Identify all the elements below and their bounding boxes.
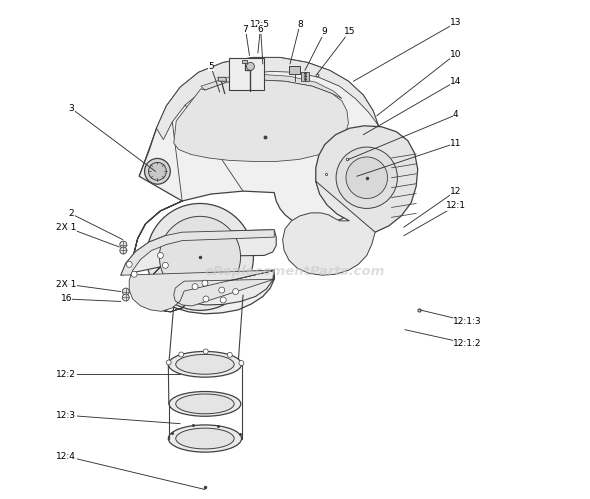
Polygon shape <box>316 126 418 232</box>
Polygon shape <box>201 74 342 99</box>
Text: 9: 9 <box>322 27 327 36</box>
Circle shape <box>336 147 398 209</box>
Text: 13: 13 <box>450 18 461 27</box>
Text: 12:1:2: 12:1:2 <box>453 339 481 348</box>
Circle shape <box>146 204 254 310</box>
Polygon shape <box>121 230 276 312</box>
Circle shape <box>166 360 171 365</box>
Circle shape <box>192 283 198 289</box>
Text: 11: 11 <box>450 139 461 148</box>
Ellipse shape <box>168 425 241 452</box>
Circle shape <box>346 157 388 199</box>
Text: eReplacementParts.com: eReplacementParts.com <box>205 265 385 278</box>
Text: 12:3: 12:3 <box>57 411 76 420</box>
Text: 16: 16 <box>61 294 72 303</box>
Circle shape <box>220 297 226 303</box>
Text: 12:4: 12:4 <box>57 452 76 461</box>
Text: 2X 1: 2X 1 <box>56 223 77 232</box>
Text: 14: 14 <box>450 77 461 86</box>
Circle shape <box>232 288 238 294</box>
Circle shape <box>126 261 132 267</box>
Circle shape <box>159 217 241 297</box>
Circle shape <box>120 247 127 254</box>
Text: 8: 8 <box>297 20 303 29</box>
FancyBboxPatch shape <box>229 58 264 90</box>
Circle shape <box>162 262 168 268</box>
Circle shape <box>158 252 163 258</box>
Polygon shape <box>133 57 382 314</box>
Circle shape <box>227 352 232 357</box>
Polygon shape <box>121 230 274 311</box>
Polygon shape <box>289 66 300 74</box>
Circle shape <box>219 287 225 293</box>
Circle shape <box>149 162 166 180</box>
Text: 12: 12 <box>450 187 461 196</box>
Text: 15: 15 <box>344 27 355 36</box>
Text: 12:1:3: 12:1:3 <box>453 317 481 326</box>
Text: 12:2: 12:2 <box>57 370 76 379</box>
Polygon shape <box>301 72 309 81</box>
Circle shape <box>120 241 127 248</box>
Text: 4: 4 <box>453 110 458 119</box>
Text: 2: 2 <box>68 210 74 219</box>
Polygon shape <box>174 80 349 161</box>
Text: 2X 1: 2X 1 <box>56 279 77 288</box>
Ellipse shape <box>169 392 241 416</box>
Circle shape <box>122 288 129 295</box>
Circle shape <box>203 349 208 354</box>
Text: 12:1: 12:1 <box>446 202 466 211</box>
Text: 3: 3 <box>68 104 74 113</box>
Circle shape <box>247 62 254 70</box>
Circle shape <box>122 294 129 301</box>
Polygon shape <box>242 60 247 63</box>
Circle shape <box>239 361 244 365</box>
Polygon shape <box>283 181 375 275</box>
Ellipse shape <box>176 354 234 374</box>
Polygon shape <box>156 57 378 140</box>
Ellipse shape <box>176 428 234 449</box>
Circle shape <box>131 271 137 277</box>
Ellipse shape <box>176 394 234 414</box>
Text: 12:5: 12:5 <box>250 20 270 29</box>
Circle shape <box>203 296 209 302</box>
Text: 10: 10 <box>450 49 461 58</box>
Ellipse shape <box>168 351 241 377</box>
Circle shape <box>179 352 183 357</box>
Text: 7: 7 <box>242 25 248 34</box>
Text: 6: 6 <box>257 25 263 34</box>
Circle shape <box>145 159 171 184</box>
Circle shape <box>202 280 208 286</box>
Text: 5: 5 <box>208 62 214 71</box>
Polygon shape <box>218 77 227 81</box>
